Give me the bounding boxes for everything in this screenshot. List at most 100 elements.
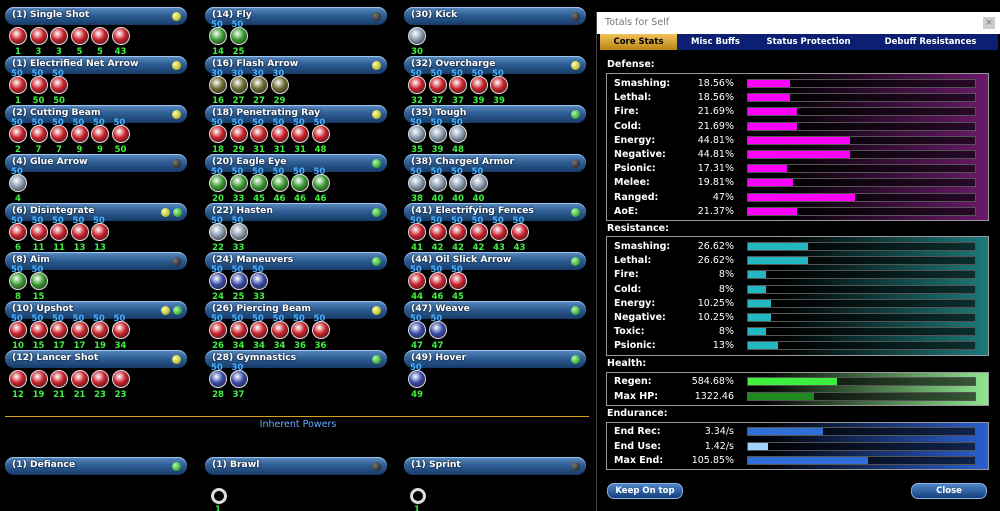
power-bar[interactable]: [404, 301, 586, 319]
enhancement-slot[interactable]: 50 10: [8, 314, 29, 351]
enhancement-slot[interactable]: 50 17: [70, 314, 91, 351]
power-bar[interactable]: [5, 350, 187, 368]
enhancement-slot[interactable]: 30 27: [229, 69, 250, 106]
enhancement-slot[interactable]: 50 37: [428, 69, 449, 106]
enhancement-slot[interactable]: 50 7: [49, 118, 70, 155]
power-bar[interactable]: [205, 105, 387, 123]
power-bar[interactable]: [404, 350, 586, 368]
tab-status-protection[interactable]: Status Protection: [766, 37, 851, 47]
enhancement-slot[interactable]: 50 46: [270, 167, 291, 204]
enhancement-slot[interactable]: 50 13: [70, 216, 91, 253]
enhancement-slot[interactable]: 1: [8, 20, 29, 57]
power-bar[interactable]: [5, 105, 187, 123]
enhancement-slot[interactable]: 50 39: [489, 69, 510, 106]
power-bar[interactable]: [5, 56, 187, 74]
enhancement-slot[interactable]: 3: [49, 20, 70, 57]
enhancement-slot[interactable]: 50 42: [469, 216, 490, 253]
enhancement-slot[interactable]: 19: [29, 363, 50, 400]
enhancement-slot[interactable]: 50 11: [29, 216, 50, 253]
enhancement-slot[interactable]: 50 42: [428, 216, 449, 253]
enhancement-slot[interactable]: 50 6: [8, 216, 29, 253]
enhancement-slot[interactable]: 50 14: [208, 20, 229, 57]
power-bar[interactable]: [205, 7, 387, 25]
enhancement-slot[interactable]: 50 26: [208, 314, 229, 351]
power-bar[interactable]: [5, 7, 187, 25]
enhancement-slot[interactable]: 50 38: [407, 167, 428, 204]
enhancement-slot[interactable]: 50 33: [229, 167, 250, 204]
enhancement-slot[interactable]: 30 37: [229, 363, 250, 400]
enhancement-slot[interactable]: 50 11: [49, 216, 70, 253]
tab-debuff-resistances[interactable]: Debuff Resistances: [884, 37, 977, 47]
power-bar[interactable]: [404, 56, 586, 74]
power-bar[interactable]: [404, 105, 586, 123]
enhancement-slot[interactable]: 50 17: [49, 314, 70, 351]
power-bar[interactable]: [5, 203, 187, 221]
enhancement-slot[interactable]: 50 15: [29, 314, 50, 351]
enhancement-slot[interactable]: 50 25: [229, 20, 250, 57]
enhancement-slot[interactable]: 30 16: [208, 69, 229, 106]
enhancement-slot[interactable]: 50 40: [469, 167, 490, 204]
power-bar[interactable]: [205, 56, 387, 74]
enhancement-slot[interactable]: 50 45: [448, 265, 469, 302]
enhancement-slot[interactable]: 50 9: [70, 118, 91, 155]
power-bar[interactable]: [404, 203, 586, 221]
enhancement-slot[interactable]: 30 27: [249, 69, 270, 106]
enhancement-slot[interactable]: 50 43: [510, 216, 531, 253]
enhancement-slot[interactable]: 50 34: [229, 314, 250, 351]
enhancement-slot[interactable]: 1: [407, 470, 428, 511]
enhancement-slot[interactable]: 50 31: [249, 118, 270, 155]
enhancement-slot[interactable]: 21: [70, 363, 91, 400]
enhancement-slot[interactable]: 50 44: [407, 265, 428, 302]
enhancement-slot[interactable]: 50 48: [448, 118, 469, 155]
enhancement-slot[interactable]: 50 37: [448, 69, 469, 106]
tab-misc-buffs[interactable]: Misc Buffs: [691, 37, 740, 47]
enhancement-slot[interactable]: 12: [8, 363, 29, 400]
power-bar[interactable]: [5, 252, 187, 270]
enhancement-slot[interactable]: 50 45: [249, 167, 270, 204]
power-bar[interactable]: [5, 457, 187, 475]
enhancement-slot[interactable]: 50 15: [29, 265, 50, 302]
enhancement-slot[interactable]: 50 25: [229, 265, 250, 302]
enhancement-slot[interactable]: 30 29: [270, 69, 291, 106]
enhancement-slot[interactable]: 50 19: [90, 314, 111, 351]
enhancement-slot[interactable]: 50 46: [428, 265, 449, 302]
enhancement-slot[interactable]: 5: [70, 20, 91, 57]
enhancement-slot[interactable]: 50 2: [8, 118, 29, 155]
power-bar[interactable]: [205, 457, 387, 475]
enhancement-slot[interactable]: 50 49: [407, 363, 428, 400]
close-button[interactable]: Close: [911, 483, 987, 499]
power-bar[interactable]: [404, 457, 586, 475]
enhancement-slot[interactable]: 50 8: [8, 265, 29, 302]
enhancement-slot[interactable]: 50 18: [208, 118, 229, 155]
power-bar[interactable]: [205, 252, 387, 270]
enhancement-slot[interactable]: 50 33: [229, 216, 250, 253]
power-bar[interactable]: [205, 203, 387, 221]
enhancement-slot[interactable]: 5: [90, 20, 111, 57]
enhancement-slot[interactable]: 50 39: [428, 118, 449, 155]
power-bar[interactable]: [205, 301, 387, 319]
enhancement-slot[interactable]: 43: [111, 20, 132, 57]
enhancement-slot[interactable]: 50 31: [290, 118, 311, 155]
power-bar[interactable]: [5, 154, 187, 172]
enhancement-slot[interactable]: 50 41: [407, 216, 428, 253]
enhancement-slot[interactable]: 50 46: [290, 167, 311, 204]
enhancement-slot[interactable]: 50 39: [469, 69, 490, 106]
enhancement-slot[interactable]: 50 9: [90, 118, 111, 155]
enhancement-slot[interactable]: 50 13: [90, 216, 111, 253]
enhancement-slot[interactable]: 50 4: [8, 167, 29, 204]
enhancement-slot[interactable]: 50 50: [49, 69, 70, 106]
enhancement-slot[interactable]: 50 40: [428, 167, 449, 204]
enhancement-slot[interactable]: 50 48: [311, 118, 332, 155]
enhancement-slot[interactable]: 50 42: [448, 216, 469, 253]
enhancement-slot[interactable]: 50 24: [208, 265, 229, 302]
power-bar[interactable]: [404, 252, 586, 270]
enhancement-slot[interactable]: 50 50: [111, 118, 132, 155]
enhancement-slot[interactable]: 3: [29, 20, 50, 57]
enhancement-slot[interactable]: 50 35: [407, 118, 428, 155]
enhancement-slot[interactable]: 50 31: [270, 118, 291, 155]
enhancement-slot[interactable]: 50 7: [29, 118, 50, 155]
enhancement-slot[interactable]: 50 36: [290, 314, 311, 351]
keep-on-top-button[interactable]: Keep On top: [607, 483, 683, 499]
enhancement-slot[interactable]: 50 50: [29, 69, 50, 106]
enhancement-slot[interactable]: 1: [208, 470, 229, 511]
